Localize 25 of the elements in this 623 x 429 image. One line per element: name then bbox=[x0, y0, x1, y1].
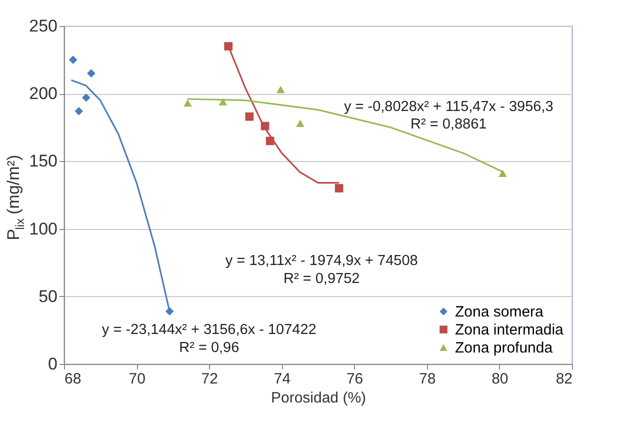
y-tick-label: 200 bbox=[29, 84, 58, 104]
y-tick-label: 100 bbox=[29, 219, 58, 238]
legend-label: Zona profunda bbox=[455, 340, 554, 356]
y-axis-title: Plix (mg/m²) bbox=[4, 154, 27, 240]
x-tick-label: 68 bbox=[64, 370, 82, 388]
x-tick-label: 74 bbox=[274, 370, 291, 388]
annotation: R² = 0,8861 bbox=[410, 116, 487, 133]
x-tick-label: 78 bbox=[419, 370, 436, 388]
legend-label: Zona somera bbox=[455, 304, 544, 320]
annotation: R² = 0,9752 bbox=[284, 270, 360, 287]
x-tick-label: 76 bbox=[346, 370, 364, 388]
annotation: y = 13,11x² - 1974,9x + 74508 bbox=[225, 253, 418, 270]
legend-label: Zona intermadia bbox=[455, 322, 564, 338]
y-tick-label: 0 bbox=[48, 354, 58, 374]
y-tick-label: 50 bbox=[38, 286, 58, 306]
x-tick-label: 72 bbox=[201, 370, 218, 388]
annotation: y = -0,8028x² + 115,47x - 3956,3 bbox=[344, 99, 554, 116]
x-tick-label: 82 bbox=[556, 370, 572, 388]
x-tick-label: 80 bbox=[492, 370, 508, 388]
annotation: y = -23,144x² + 3156,6x - 107422 bbox=[102, 322, 316, 338]
annotation: R² = 0,96 bbox=[179, 340, 240, 356]
x-axis-title: Porosidad (%) bbox=[270, 390, 366, 406]
x-tick-label: 70 bbox=[128, 370, 146, 388]
y-tick-label: 250 bbox=[29, 16, 58, 36]
y-tick-label: 150 bbox=[29, 152, 58, 171]
